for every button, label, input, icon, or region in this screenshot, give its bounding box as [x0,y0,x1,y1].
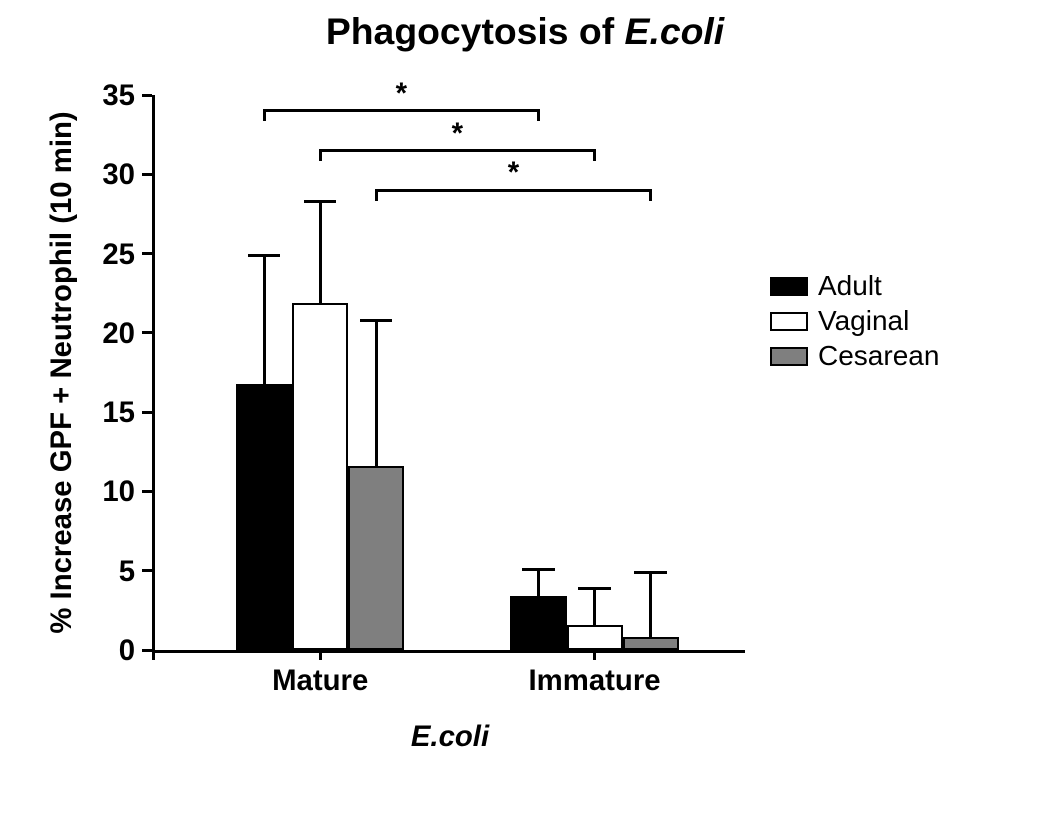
bar [236,384,292,650]
bar [292,303,348,650]
legend-item: Vaginal [770,305,909,337]
sig-bracket-drop [319,149,322,161]
y-axis-line [152,95,155,653]
errorbar-stem [537,569,540,596]
y-tick [142,173,152,176]
y-tick [142,490,152,493]
title-text-part2: E.coli [625,10,725,52]
sig-bracket-drop [537,109,540,121]
y-tick-label: 30 [85,158,135,192]
y-tick [142,94,152,97]
sig-bracket-drop [263,109,266,121]
figure-root: Phagocytosis of E.coli E.coli % Increase… [0,0,1050,817]
x-group-tick [319,650,322,660]
y-tick-label: 25 [85,238,135,272]
errorbar-stem [319,201,322,302]
y-tick-label: 35 [85,79,135,113]
y-tick [142,411,152,414]
errorbar-cap [522,568,554,571]
y-axis-label: % Increase GPF + Neutrophil (10 min) [45,95,79,650]
y-tick-label: 5 [85,555,135,589]
x-axis-label-text: E.coli [411,720,489,753]
sig-bracket-drop [593,149,596,161]
errorbar-stem [593,588,596,624]
x-group-tick [593,650,596,660]
y-tick [142,649,152,652]
bar [348,466,404,650]
errorbar-cap [360,319,392,322]
errorbar-cap [578,587,610,590]
legend-item: Cesarean [770,340,939,372]
x-axis-label: E.coli [155,720,745,754]
legend-item: Adult [770,270,882,302]
x-axis-line [152,650,745,653]
chart-title: Phagocytosis of E.coli [0,10,1050,53]
legend-swatch [770,277,808,296]
legend-label: Vaginal [818,305,909,337]
group-label: Mature [200,664,440,698]
bar [623,637,679,650]
errorbar-stem [263,255,266,383]
errorbar-stem [375,320,378,466]
y-tick-label: 10 [85,475,135,509]
y-tick [142,252,152,255]
legend-swatch [770,312,808,331]
legend-label: Adult [818,270,882,302]
y-tick [142,569,152,572]
y-tick [142,331,152,334]
y-tick-label: 15 [85,396,135,430]
sig-bracket-drop [649,189,652,201]
bar [567,625,623,650]
errorbar-cap [304,200,336,203]
errorbar-cap [634,571,666,574]
bar [510,596,566,650]
sig-star: * [386,77,416,111]
sig-star: * [498,156,528,190]
x-origin-tick [152,650,155,660]
errorbar-stem [649,572,652,637]
title-text-part1: Phagocytosis of [326,10,625,52]
legend-label: Cesarean [818,340,939,372]
y-tick-label: 20 [85,317,135,351]
sig-star: * [442,117,472,151]
y-tick-label: 0 [85,634,135,668]
errorbar-cap [248,254,280,257]
legend-swatch [770,347,808,366]
group-label: Immature [475,664,715,698]
sig-bracket-drop [375,189,378,201]
